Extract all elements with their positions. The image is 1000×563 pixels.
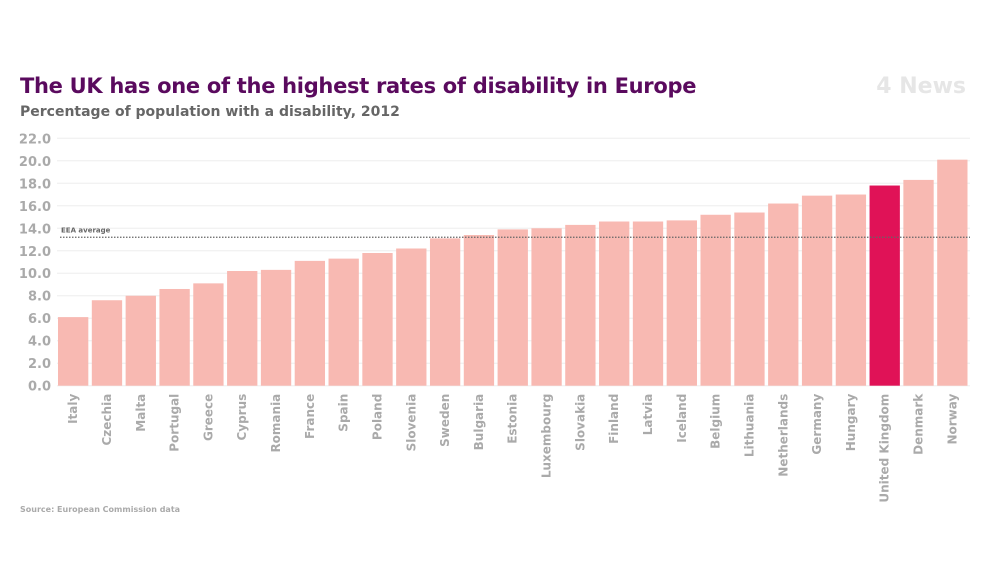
x-tick-label: France (303, 394, 317, 439)
bar-spain (328, 258, 359, 386)
bar-latvia (632, 221, 664, 386)
x-tick-label: Hungary (844, 394, 858, 452)
x-tick-label: Norway (945, 394, 959, 445)
bar-netherlands (768, 203, 799, 386)
y-tick-label: 0.0 (28, 380, 51, 395)
x-tick-label: Estonia (506, 394, 520, 444)
x-tick-label: Spain (337, 394, 351, 432)
bar-greece (193, 283, 224, 386)
x-tick-label: Luxembourg (540, 394, 554, 478)
x-tick-label: Lithuania (742, 394, 756, 457)
x-tick-label: Latvia (641, 394, 655, 436)
y-tick-label: 2.0 (28, 357, 51, 372)
y-tick-label: 20.0 (19, 155, 51, 170)
y-tick-label: 22.0 (19, 132, 51, 147)
bar-bulgaria (463, 235, 495, 386)
x-tick-label: Portugal (168, 394, 182, 452)
channel4-news-logo: 4 News (876, 74, 966, 99)
bar-iceland (666, 220, 697, 386)
bar-lithuania (734, 212, 765, 386)
x-tick-label: United Kingdom (878, 394, 892, 503)
x-tick-label: Slovenia (404, 394, 418, 452)
y-tick-label: 10.0 (19, 267, 51, 282)
x-tick-label: Romania (269, 394, 283, 453)
y-tick-label: 14.0 (19, 222, 51, 237)
bar-slovakia (565, 224, 596, 386)
eea-average-label: EEA average (61, 226, 111, 234)
bar-united-kingdom (869, 185, 900, 386)
x-tick-label: Denmark (912, 393, 926, 455)
bar-france (294, 260, 326, 386)
bar-malta (125, 295, 156, 386)
bar-germany (801, 195, 833, 386)
x-tick-label: Cyprus (235, 394, 249, 441)
bar-belgium (700, 214, 731, 386)
bar-cyprus (227, 270, 258, 386)
bar-finland (599, 221, 630, 386)
bar-luxembourg (531, 228, 562, 386)
bar-norway (937, 159, 968, 386)
x-tick-label: Iceland (675, 394, 689, 443)
bar-estonia (497, 229, 528, 386)
y-tick-label: 16.0 (19, 200, 51, 215)
y-tick-label: 4.0 (28, 335, 51, 350)
x-tick-label: Italy (66, 394, 80, 424)
y-tick-label: 12.0 (19, 245, 51, 260)
bar-poland (362, 253, 393, 386)
bar-czechia (91, 300, 123, 386)
bar-hungary (835, 194, 867, 386)
y-tick-label: 18.0 (19, 177, 51, 192)
x-tick-label: Slovakia (573, 394, 587, 451)
x-tick-label: Netherlands (776, 394, 790, 477)
x-tick-label: Greece (201, 394, 215, 441)
y-tick-label: 8.0 (28, 290, 51, 305)
x-tick-label: Germany (810, 394, 824, 455)
y-tick-label: 6.0 (28, 312, 51, 327)
bar-portugal (159, 288, 190, 386)
bar-italy (58, 317, 89, 386)
chart-subtitle: Percentage of population with a disabili… (20, 104, 400, 120)
bar-sweden (429, 238, 461, 386)
x-tick-label: Sweden (438, 394, 452, 447)
x-tick-label: Czechia (100, 394, 114, 446)
x-tick-label: Malta (134, 394, 148, 432)
x-tick-label: Bulgaria (472, 394, 486, 451)
x-tick-label: Finland (607, 394, 621, 444)
bar-slovenia (396, 248, 427, 386)
bar-romania (260, 269, 292, 386)
source-note: Source: European Commission data (20, 505, 181, 514)
x-tick-label: Belgium (709, 394, 723, 449)
x-tick-label: Poland (370, 394, 384, 440)
chart-title: The UK has one of the highest rates of d… (20, 74, 697, 98)
bar-denmark (903, 179, 934, 386)
